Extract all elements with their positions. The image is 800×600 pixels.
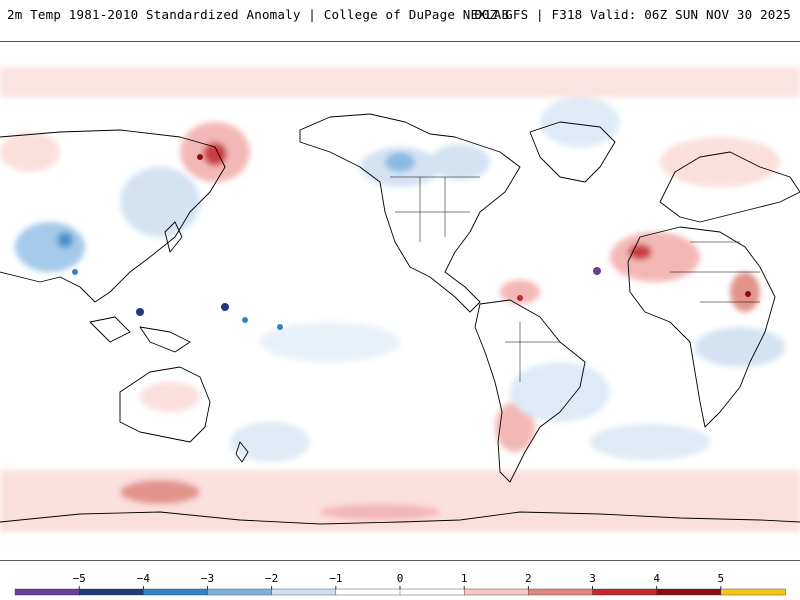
legend-label: 2 bbox=[525, 572, 532, 585]
map-title: 2m Temp 1981-2010 Standardized Anomaly |… bbox=[7, 7, 510, 22]
model-run-info: 00Z GFS | F318 Valid: 06Z SUN NOV 30 202… bbox=[474, 7, 791, 22]
legend-label: 1 bbox=[461, 572, 468, 585]
legend-swatch bbox=[78, 588, 145, 596]
legend-swatch bbox=[399, 588, 465, 596]
legend-label: −1 bbox=[329, 572, 342, 585]
color-legend: −5 −4 −3 −2 −1 0 1 2 3 4 5 bbox=[0, 570, 800, 600]
legend-label: 4 bbox=[653, 572, 660, 585]
legend-bar bbox=[14, 586, 786, 596]
legend-label: 5 bbox=[718, 572, 725, 585]
political-borders bbox=[390, 176, 760, 382]
legend-labels: −5 −4 −3 −2 −1 0 1 2 3 4 5 bbox=[73, 572, 725, 585]
legend-swatch bbox=[14, 588, 80, 596]
anomaly-map[interactable] bbox=[0, 41, 800, 561]
map-canvas bbox=[0, 42, 800, 560]
legend-label: −2 bbox=[265, 572, 278, 585]
legend-label: −5 bbox=[73, 572, 86, 585]
legend-swatch bbox=[271, 588, 337, 596]
legend-label: 3 bbox=[589, 572, 596, 585]
legend-label: −3 bbox=[201, 572, 214, 585]
legend-swatch bbox=[335, 588, 401, 596]
anomaly-dots bbox=[72, 154, 751, 330]
legend-swatch bbox=[592, 588, 658, 596]
coastlines bbox=[0, 113, 800, 525]
anomaly-shading bbox=[0, 67, 800, 532]
legend-swatch bbox=[720, 588, 786, 596]
legend-swatch bbox=[143, 588, 209, 596]
legend-swatch bbox=[463, 588, 530, 596]
header: 2m Temp 1981-2010 Standardized Anomaly |… bbox=[0, 0, 800, 34]
legend-swatch bbox=[528, 588, 594, 596]
legend-swatch bbox=[207, 588, 273, 596]
legend-canvas: −5 −4 −3 −2 −1 0 1 2 3 4 5 bbox=[14, 572, 786, 596]
legend-label: 0 bbox=[397, 572, 404, 585]
legend-label: −4 bbox=[137, 572, 151, 585]
legend-swatch bbox=[656, 588, 722, 596]
